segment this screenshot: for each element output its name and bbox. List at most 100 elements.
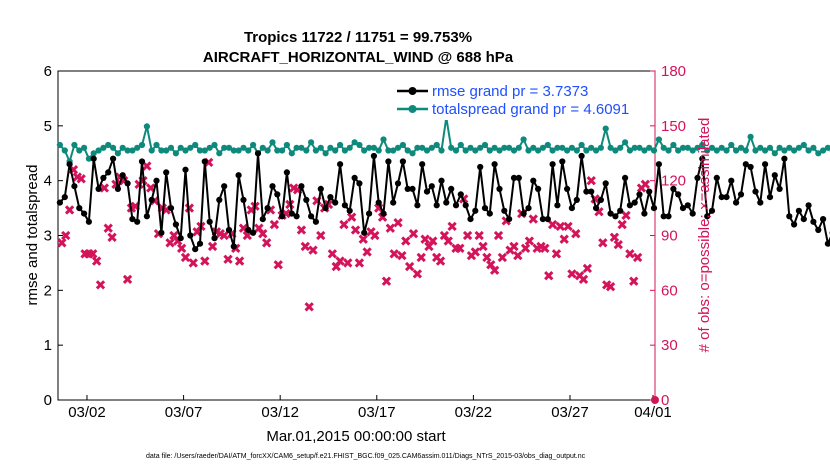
- totalspread-point: [250, 141, 257, 149]
- rmse-point: [288, 210, 295, 217]
- totalspread-point: [423, 147, 431, 154]
- totalspread-point: [733, 147, 740, 154]
- rmse-point: [617, 207, 624, 214]
- totalspread-point: [380, 136, 387, 143]
- obs-point: [555, 221, 565, 232]
- rmse-point: [443, 199, 450, 206]
- totalspread-point: [655, 136, 663, 143]
- totalspread-point: [163, 147, 170, 154]
- totalspread-point: [172, 150, 179, 157]
- totalspread-point: [337, 141, 344, 149]
- y2-tick-label: 90: [661, 228, 678, 245]
- obs-point: [632, 252, 643, 263]
- totalspread-point: [230, 147, 237, 154]
- obs-point: [474, 230, 484, 241]
- rmse-point: [679, 205, 687, 212]
- rmse-point: [409, 185, 416, 192]
- totalspread-point: [626, 147, 634, 154]
- rmse-point: [578, 152, 585, 160]
- rmse-point: [206, 218, 213, 225]
- obs-point: [528, 214, 538, 224]
- obs-point: [640, 179, 651, 189]
- rmse-point: [346, 207, 353, 214]
- totalspread-point: [597, 144, 605, 151]
- y-tick-label: 3: [44, 228, 52, 245]
- footer-data-file: data file: /Users/raeder/DAI/ATM_forcXX/…: [146, 453, 586, 460]
- totalspread-point: [399, 141, 406, 149]
- rmse-point: [85, 218, 92, 225]
- totalspread-point: [361, 147, 368, 154]
- rmse-point: [766, 194, 774, 201]
- obs-point: [497, 252, 508, 263]
- totalspread-point: [675, 147, 682, 154]
- totalspread-point: [747, 133, 754, 140]
- totalspread-point: [631, 144, 638, 151]
- rmse-point: [61, 194, 68, 201]
- totalspread-point: [240, 144, 247, 151]
- totalspread-point: [351, 139, 358, 146]
- totalspread-point: [298, 144, 305, 151]
- rmse-point: [684, 202, 691, 209]
- obs-point: [200, 256, 210, 266]
- rmse-point: [438, 177, 445, 184]
- obs-point: [122, 274, 133, 285]
- totalspread-point: [636, 144, 643, 151]
- obs-point: [470, 247, 480, 257]
- totalspread-point: [535, 147, 542, 154]
- obs-point: [571, 229, 581, 239]
- rmse-point: [240, 196, 247, 203]
- obs-point: [184, 203, 195, 213]
- rmse-point: [187, 232, 194, 239]
- totalspread-point: [187, 144, 194, 151]
- rmse-point: [71, 183, 78, 190]
- totalspread-point: [404, 147, 411, 154]
- totalspread-point: [100, 144, 107, 151]
- totalspread-point: [622, 139, 629, 146]
- rmse-point: [762, 161, 769, 168]
- totalspread-point: [90, 150, 97, 157]
- totalspread-point: [607, 144, 614, 151]
- rmse-point: [216, 196, 223, 203]
- chart-title: Tropics 11722 / 11751 = 99.753%: [244, 29, 472, 46]
- totalspread-point: [196, 147, 204, 154]
- legend: rmse grand pr = 3.7373 totalspread grand…: [394, 80, 648, 120]
- rmse-point: [433, 202, 440, 209]
- obs-point: [389, 249, 399, 259]
- totalspread-point: [119, 144, 126, 151]
- obs-point: [513, 250, 523, 261]
- rmse-point: [742, 161, 749, 168]
- totalspread-point: [544, 141, 551, 149]
- obs-point: [219, 230, 229, 241]
- totalspread-point: [588, 144, 595, 151]
- totalspread-point: [742, 147, 749, 154]
- rmse-point: [699, 155, 706, 162]
- obs-point: [629, 276, 639, 286]
- totalspread-point: [235, 147, 242, 154]
- rmse-point: [356, 180, 363, 187]
- obs-point: [165, 238, 175, 248]
- obs-point: [343, 258, 353, 268]
- y2-tick-label: 180: [661, 63, 686, 80]
- rmse-point: [119, 172, 126, 179]
- obs-point: [269, 219, 280, 230]
- obs-point: [544, 271, 554, 281]
- totalspread-point: [568, 144, 576, 151]
- chart-subtitle: AIRCRAFT_HORIZONTAL_WIND @ 688 hPa: [203, 49, 514, 66]
- obs-point: [605, 282, 616, 292]
- obs-point: [617, 219, 627, 230]
- rmse-point: [689, 210, 696, 217]
- rmse-point: [375, 199, 382, 206]
- totalspread-point: [419, 144, 426, 151]
- totalspread-point: [356, 141, 363, 149]
- rmse-point: [791, 221, 798, 228]
- totalspread-point: [375, 147, 382, 154]
- y-tick-label: 6: [44, 63, 52, 80]
- y-tick-label: 4: [44, 173, 52, 190]
- obs-point: [586, 176, 596, 186]
- obs-point: [76, 174, 86, 184]
- rmse-point: [163, 169, 170, 176]
- obs-point: [435, 256, 446, 266]
- rmse-point: [549, 161, 556, 168]
- totalspread-point: [486, 147, 493, 154]
- rmse-point: [279, 213, 286, 220]
